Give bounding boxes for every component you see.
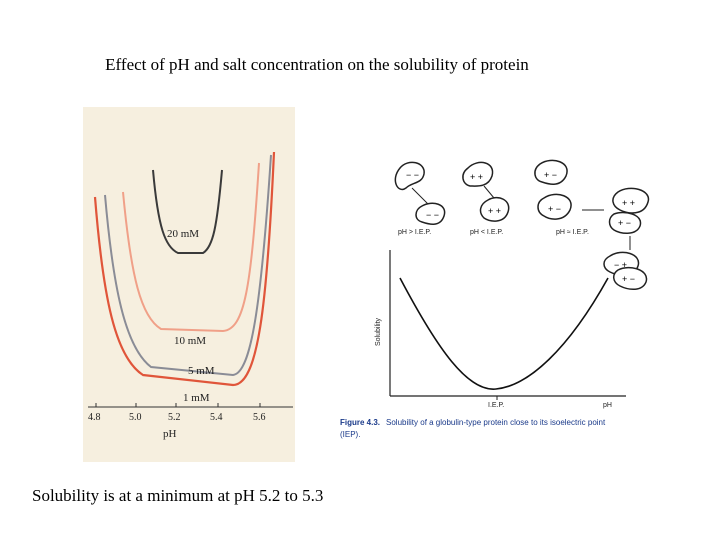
svg-text:+ −: + − [548,204,561,214]
curve-20mM [152,169,223,254]
y-axis-label: Solubility [375,317,382,346]
x-axis-label: pH [163,428,177,440]
molecule-blob [537,193,572,220]
repulsion-arrow [411,187,429,205]
ph-label-iep: pH ≈ I.E.P. [556,229,589,236]
molecule-blob [462,161,494,187]
molecule-group-high-ph: − − − − pH > I.E.P. [394,161,446,236]
molecule-blob [608,211,642,234]
tick-label-5.2: 5.2 [168,412,181,423]
curve-1mM [93,151,276,387]
tick-label-5.4: 5.4 [210,412,223,423]
x-label-ph: pH [603,402,612,409]
figure-caption-line2: (IEP). [340,430,360,439]
ph-label-low: pH < I.E.P. [470,229,503,236]
molecule-group-iep: + − + − pH ≈ I.E.P. [534,159,604,236]
ph-label-high: pH > I.E.P. [398,229,431,236]
label-10mM: 10 mM [174,335,206,347]
curve-10mM [122,162,260,333]
molecule-group-low-ph: + + + + pH < I.E.P. [462,161,510,236]
molecule-blob [479,196,510,222]
molecule-aggregate: + + + − − + + − [603,187,650,290]
molecule-blob [613,266,648,290]
salt-solubility-chart: 20 mM 10 mM 5 mM 1 mM 4.8 5.0 5.2 5.4 5.… [83,107,295,462]
label-20mM: 20 mM [167,228,199,240]
svg-text:+ −: + − [618,218,631,228]
label-1mM: 1 mM [183,392,210,404]
svg-text:+ +: + + [488,206,501,216]
svg-text:− +: − + [614,260,627,270]
repulsion-arrow [483,185,495,199]
tick-label-4.8: 4.8 [88,412,101,423]
svg-text:+ +: + + [470,172,483,182]
figure-caption-line1: Solubility of a globulin-type protein cl… [386,418,606,427]
svg-text:+ −: + − [544,170,557,180]
curve-5mM [104,154,272,377]
label-5mM: 5 mM [188,365,215,377]
tick-label-5.6: 5.6 [253,412,266,423]
molecule-blob [534,159,568,185]
figure-number: Figure 4.3. [340,418,380,427]
chart-background [83,107,295,462]
svg-text:− −: − − [406,170,419,180]
molecule-blob [612,187,650,214]
molecule-blob [415,202,446,225]
svg-text:+ +: + + [622,198,635,208]
solubility-curve [399,277,609,390]
slide-caption: Solubility is at a minimum at pH 5.2 to … [32,486,324,505]
molecule-blob [394,161,425,191]
iep-solubility-figure: − − − − pH > I.E.P. + + + + pH < I.E.P. … [340,159,650,439]
svg-text:− −: − − [426,210,439,220]
slide-title: Effect of pH and salt concentration on t… [105,55,529,74]
svg-text:+ −: + − [622,274,635,284]
x-label-iep: I.E.P. [488,402,504,409]
tick-label-5.0: 5.0 [129,412,142,423]
